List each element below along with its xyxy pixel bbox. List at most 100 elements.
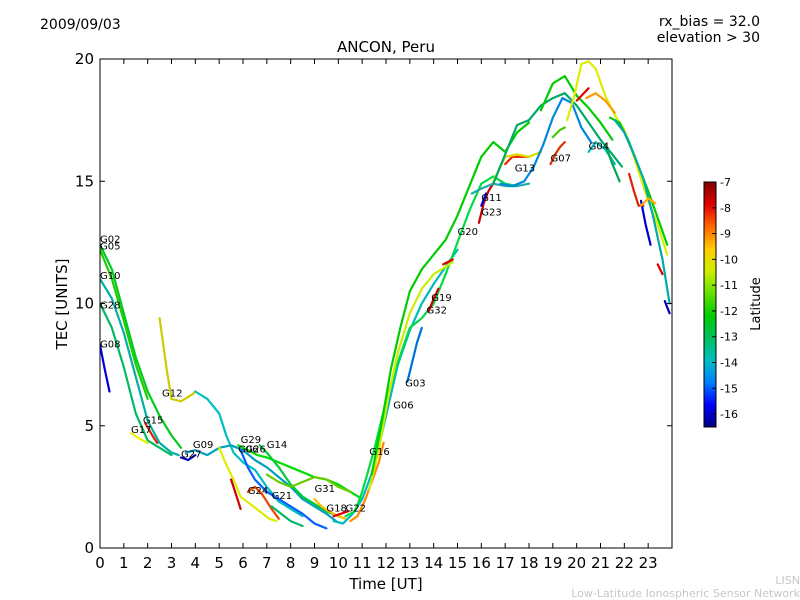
- satellite-label: G10: [100, 271, 120, 282]
- satellite-label: G04: [589, 142, 609, 153]
- x-tick-label: 14: [424, 554, 443, 572]
- series-g01b: [639, 199, 652, 246]
- colorbar-tick-label: -11: [720, 279, 738, 292]
- x-tick-label: 2: [143, 554, 153, 572]
- satellite-label: G27: [181, 450, 201, 461]
- colorbar-tick-label: -12: [720, 305, 738, 318]
- colorbar-tick-label: -13: [720, 331, 738, 344]
- colorbar: -7 -8 -9 -10 -11 -12 -13 -14 -15 -16 Latitude: [703, 176, 764, 428]
- series-g12b: [194, 390, 304, 518]
- x-axis: 0 1 2 3 4 5 6 7 8 9 10 11 12 13 14 15 16 17 18 19 20 21 22 23: [95, 59, 658, 572]
- series-g26: [237, 444, 364, 501]
- x-tick-label: 11: [353, 554, 372, 572]
- series-g06: [344, 175, 519, 518]
- satellite-label: G15: [143, 415, 163, 426]
- series-g06b: [239, 449, 328, 530]
- colorbar-tick-label: -16: [720, 408, 738, 421]
- satellite-label: G06: [393, 401, 413, 412]
- satellite-label: G18: [326, 503, 346, 514]
- satellite-label: G16: [369, 447, 389, 458]
- series-g24: [246, 485, 280, 520]
- satellite-label: G24: [248, 486, 268, 497]
- y-tick-label: 0: [84, 539, 94, 557]
- satellite-label: G09: [193, 440, 213, 451]
- satellite-label: G12: [162, 388, 182, 399]
- series-g10: [100, 277, 180, 457]
- series-g07d: [551, 126, 566, 139]
- series-g29: [218, 446, 278, 523]
- chart-title: ANCON, Peru: [337, 38, 435, 56]
- satellite-label: G21: [272, 491, 292, 502]
- satellite-label: G22: [346, 503, 366, 514]
- series-g15: [144, 422, 159, 444]
- satellite-label: G17: [131, 425, 151, 436]
- bias-info: rx_bias = 32.0 elevation > 30: [657, 14, 760, 46]
- x-tick-label: 16: [472, 554, 491, 572]
- x-tick-label: 0: [95, 554, 105, 572]
- x-tick-label: 10: [329, 554, 348, 572]
- series-g04o: [585, 92, 616, 114]
- series-g02: [100, 243, 183, 449]
- series-g19r: [442, 258, 454, 266]
- series-g22: [332, 510, 349, 518]
- series-g04t: [613, 119, 671, 305]
- x-tick-label: 20: [567, 554, 586, 572]
- satellite-label: G11: [481, 193, 501, 204]
- series-g16b: [332, 248, 459, 525]
- series-g17: [129, 432, 149, 444]
- x-tick-label: 19: [543, 554, 562, 572]
- satellite-label: G02: [100, 234, 120, 245]
- series-g13: [470, 182, 531, 195]
- series-g07b: [499, 97, 593, 188]
- series-g11: [480, 192, 488, 207]
- series-g19: [368, 260, 454, 491]
- x-tick-label: 1: [119, 554, 129, 572]
- colorbar-tick-label: -8: [720, 202, 731, 215]
- elevation-label: elevation > 30: [656, 30, 760, 46]
- plot-frame: [99, 58, 673, 549]
- x-tick-label: 18: [519, 554, 538, 572]
- series-g16: [349, 441, 385, 523]
- series-g20: [370, 121, 531, 476]
- satellite-label: G19: [431, 293, 451, 304]
- series-g21: [270, 505, 304, 528]
- satellite-label: G20: [458, 227, 478, 238]
- series-g18: [313, 498, 347, 520]
- x-tick-label: 22: [615, 554, 634, 572]
- satellite-label: G32: [427, 305, 447, 316]
- series-g31: [265, 473, 352, 493]
- x-tick-label: 5: [214, 554, 224, 572]
- x-tick-label: 13: [400, 554, 419, 572]
- series-g28: [100, 302, 173, 457]
- colorbar-label: Latitude: [749, 277, 764, 331]
- y-tick-label: 20: [75, 50, 94, 68]
- series-g04r: [575, 87, 590, 102]
- colorbar-tick-label: -15: [720, 382, 738, 395]
- series-g01o: [639, 197, 657, 207]
- plot-date: 2009/09/03: [40, 17, 121, 33]
- series-g27: [179, 454, 197, 462]
- series-g29c: [230, 478, 242, 510]
- satellite-label: G13: [515, 164, 535, 175]
- series-g05: [100, 248, 149, 400]
- x-tick-label: 7: [262, 554, 272, 572]
- series-g09: [184, 444, 338, 523]
- y-tick-label: 5: [84, 417, 94, 435]
- series-g07: [549, 141, 566, 166]
- x-tick-label: 9: [310, 554, 320, 572]
- satellite-label: G26: [245, 445, 265, 456]
- series-g12: [158, 317, 197, 403]
- satellite-label: G06: [238, 445, 258, 456]
- series-g01r2: [656, 263, 664, 276]
- colorbar-gradient: [703, 181, 717, 428]
- satellite-label: G03: [405, 379, 425, 390]
- rx-bias-label: rx_bias = 32.0: [658, 14, 760, 30]
- series-layer: [100, 60, 671, 530]
- series-g04y: [566, 60, 669, 256]
- x-tick-label: 12: [376, 554, 395, 572]
- colorbar-ticks: -7 -8 -9 -10 -11 -12 -13 -14 -15 -16: [712, 176, 738, 421]
- x-tick-label: 8: [286, 554, 296, 572]
- satellite-label: G08: [100, 340, 120, 351]
- footer-lisn: LISN: [775, 574, 800, 587]
